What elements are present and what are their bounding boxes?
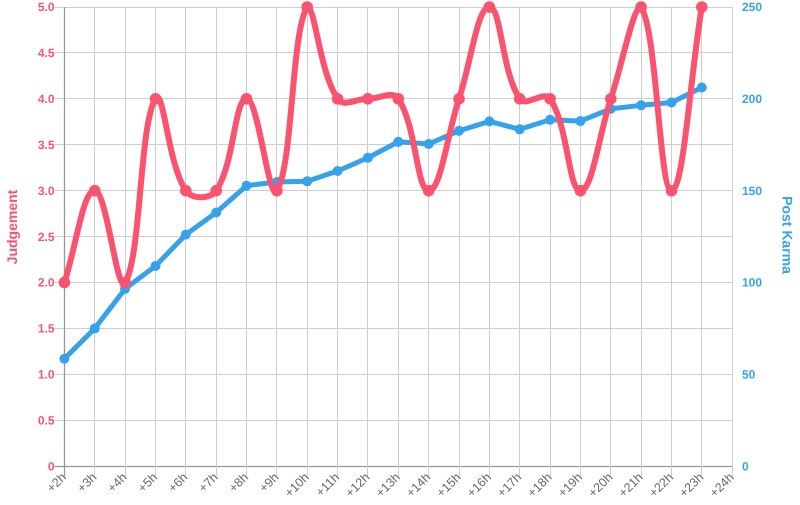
svg-text:1.5: 1.5 — [38, 322, 55, 336]
svg-text:50: 50 — [742, 368, 756, 382]
svg-text:250: 250 — [742, 0, 762, 14]
svg-text:Post Karma: Post Karma — [780, 196, 796, 274]
svg-text:2.0: 2.0 — [38, 276, 55, 290]
svg-text:3.0: 3.0 — [38, 184, 55, 198]
svg-text:5.0: 5.0 — [38, 0, 55, 14]
svg-text:4.0: 4.0 — [38, 92, 55, 106]
svg-text:200: 200 — [742, 92, 762, 106]
svg-text:0: 0 — [48, 459, 55, 473]
svg-text:0.5: 0.5 — [38, 414, 55, 428]
svg-text:2.5: 2.5 — [38, 230, 55, 244]
svg-text:1.0: 1.0 — [38, 368, 55, 382]
svg-text:Judgement: Judgement — [4, 189, 20, 264]
svg-text:4.5: 4.5 — [38, 46, 55, 60]
svg-text:0: 0 — [742, 459, 749, 473]
svg-text:100: 100 — [742, 276, 762, 290]
svg-text:3.5: 3.5 — [38, 138, 55, 152]
svg-text:150: 150 — [742, 184, 762, 198]
